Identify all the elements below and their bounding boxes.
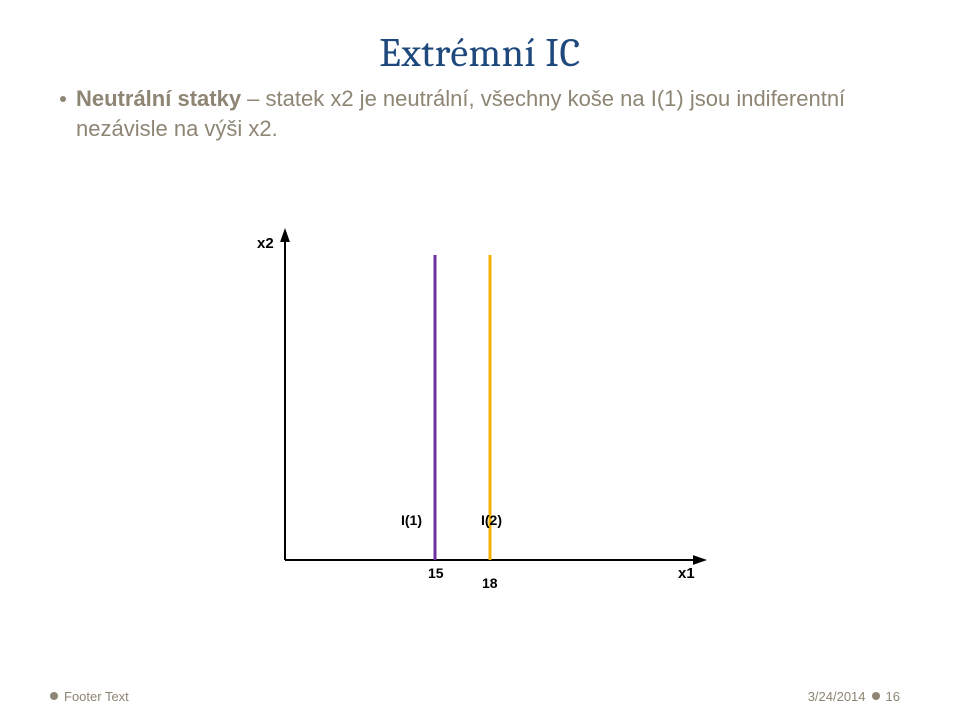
indifference-chart: I(1) I(2) x2 x1 15 18: [230, 220, 730, 605]
page-title: Extrémní IC: [60, 30, 900, 76]
bullet-item: Neutrální statky – statek x2 je neutráln…: [60, 84, 900, 143]
bullet-text: Neutrální statky – statek x2 je neutráln…: [76, 84, 900, 143]
footer: Footer Text 3/24/2014 16: [0, 684, 960, 708]
svg-text:18: 18: [482, 575, 498, 591]
chart-svg: I(1) I(2) x2 x1 15 18: [230, 220, 730, 605]
bullet-strong: Neutrální statky: [76, 86, 241, 111]
bullet-dot-icon: [60, 96, 66, 102]
slide: Extrémní IC Neutrální statky – statek x2…: [0, 0, 960, 720]
footer-dot-icon: [872, 692, 880, 700]
svg-text:I(1): I(1): [401, 512, 422, 528]
footer-date: 3/24/2014: [808, 689, 866, 704]
svg-text:x2: x2: [257, 235, 274, 252]
footer-text: Footer Text: [64, 689, 129, 704]
footer-dot-icon: [50, 692, 58, 700]
svg-text:15: 15: [428, 565, 444, 581]
footer-page: 16: [886, 689, 900, 704]
svg-text:x1: x1: [678, 565, 695, 582]
footer-left: Footer Text: [50, 689, 129, 704]
svg-text:I(2): I(2): [481, 512, 502, 528]
footer-right: 3/24/2014 16: [808, 689, 900, 704]
